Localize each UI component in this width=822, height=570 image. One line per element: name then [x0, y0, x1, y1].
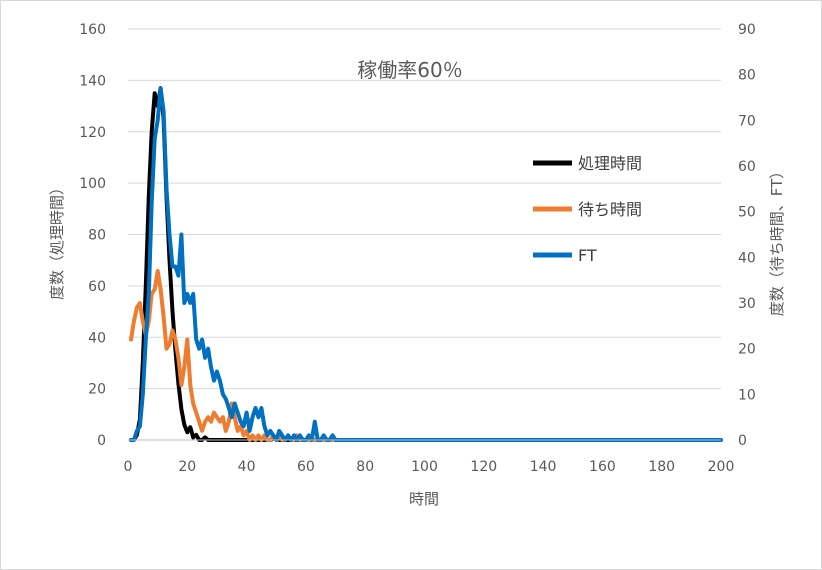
y-left-axis-ticks: 0 20 40 60 80 100 120 140 160	[79, 22, 106, 449]
y-left-tick-label: 160	[79, 22, 106, 38]
legend-label: 処理時間	[578, 154, 642, 173]
x-tick-label: 60	[297, 459, 315, 475]
x-tick-label: 200	[708, 459, 735, 475]
x-tick-label: 180	[648, 459, 675, 475]
y-right-tick-label: 10	[738, 387, 756, 403]
y-right-tick-label: 40	[738, 250, 756, 266]
x-tick-label: 20	[178, 459, 196, 475]
y-left-tick-label: 100	[79, 176, 106, 192]
y-right-tick-label: 80	[738, 68, 756, 84]
series-lines	[129, 86, 723, 442]
series-line-1	[129, 86, 308, 442]
y-right-tick-label: 50	[738, 205, 756, 221]
y-right-tick-label: 90	[738, 22, 756, 38]
chart-title: 稼働率60％	[357, 58, 462, 82]
y-left-tick-label: 60	[88, 279, 106, 295]
y-left-tick-label: 40	[88, 330, 106, 346]
x-axis-title: 時間	[409, 490, 439, 508]
x-tick-label: 140	[530, 459, 557, 475]
legend-label: 待ち時間	[578, 200, 642, 219]
x-tick-label: 80	[356, 459, 374, 475]
y-right-tick-label: 70	[738, 113, 756, 129]
y-right-tick-label: 20	[738, 342, 756, 358]
x-tick-label: 0	[124, 459, 133, 475]
y-left-axis-title: 度数（処理時間）	[48, 180, 66, 300]
y-left-tick-label: 120	[79, 125, 106, 141]
x-tick-label: 40	[238, 459, 256, 475]
x-tick-label: 120	[470, 459, 497, 475]
x-tick-label: 160	[589, 459, 616, 475]
y-right-tick-label: 30	[738, 296, 756, 312]
y-right-axis-ticks: 0 10 20 30 40 50 60 70 80 90	[738, 22, 756, 449]
x-axis-ticks: 0 20 40 60 80 100 120 140 160 180 200	[124, 459, 735, 475]
x-tick-label: 100	[411, 459, 438, 475]
y-left-tick-label: 140	[79, 73, 106, 89]
y-left-tick-label: 80	[88, 228, 106, 244]
y-right-axis-title: 度数（待ち時間、FT）	[768, 164, 786, 317]
y-left-tick-label: 20	[88, 382, 106, 398]
y-left-tick-label: 0	[97, 433, 106, 449]
series-line-3	[129, 86, 723, 442]
legend-label: FT	[578, 246, 597, 265]
gridlines	[128, 28, 721, 390]
y-right-tick-label: 60	[738, 159, 756, 175]
y-right-tick-label: 0	[738, 433, 747, 449]
